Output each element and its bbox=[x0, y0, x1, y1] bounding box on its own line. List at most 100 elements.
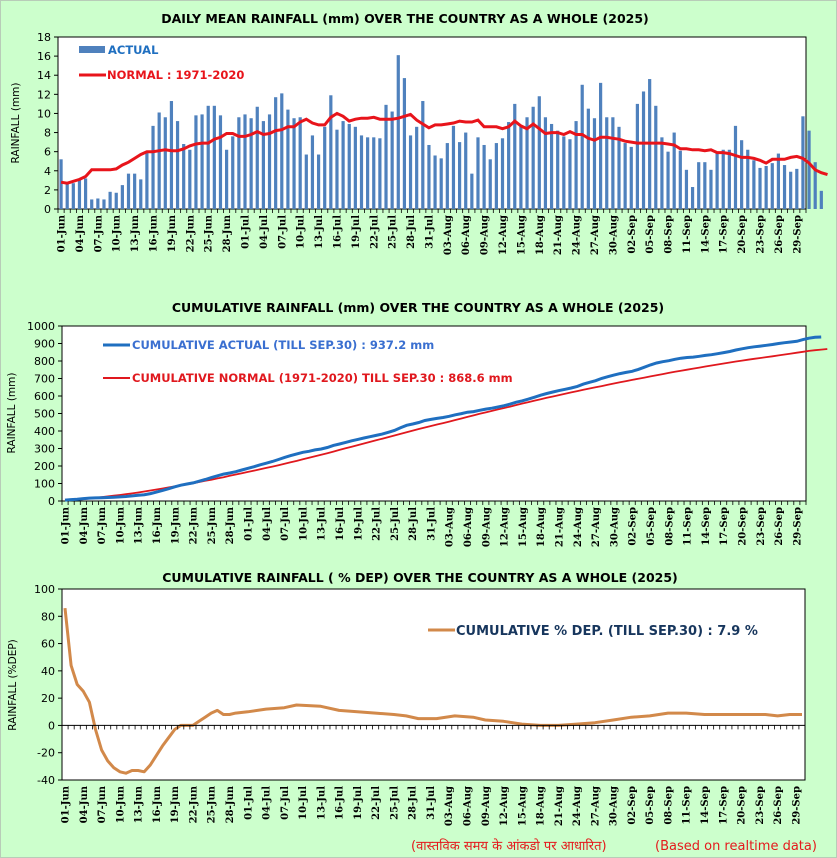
x-tick-label: 13-Jul bbox=[316, 786, 327, 820]
actual-bar bbox=[525, 117, 529, 209]
actual-bar bbox=[83, 178, 88, 209]
x-tick-label: 29-Sep bbox=[792, 215, 803, 254]
x-tick-label: 25-Jun bbox=[204, 214, 215, 252]
x-tick-label: 01-Jul bbox=[241, 215, 252, 249]
actual-bar bbox=[200, 114, 204, 209]
actual-bar bbox=[764, 166, 768, 209]
actual-bar bbox=[611, 117, 615, 209]
x-tick-label: 02-Sep bbox=[628, 507, 639, 546]
actual-bar bbox=[439, 158, 443, 209]
x-tick-label: 08-Sep bbox=[664, 215, 675, 254]
actual-bar bbox=[684, 169, 689, 209]
actual-bar bbox=[145, 151, 149, 209]
x-tick-label: 21-Aug bbox=[555, 507, 566, 547]
legend-cum-normal-label: CUMULATIVE NORMAL (1971-2020) TILL SEP.3… bbox=[132, 371, 513, 385]
actual-bar bbox=[90, 199, 94, 209]
x-tick-label: 11-Sep bbox=[682, 786, 693, 825]
actual-bar bbox=[782, 165, 787, 209]
x-tick-label: 28-Jun bbox=[222, 214, 233, 252]
y-tick-label: 100 bbox=[34, 478, 55, 491]
chart2-y-label: RAINFALL (mm) bbox=[6, 373, 18, 454]
x-tick-label: 30-Aug bbox=[608, 215, 619, 255]
x-tick-label: 26-Sep bbox=[774, 215, 785, 254]
x-tick-label: 19-Jul bbox=[353, 507, 364, 541]
x-tick-label: 02-Sep bbox=[627, 215, 638, 254]
x-tick-label: 27-Aug bbox=[590, 215, 601, 255]
actual-bar bbox=[586, 108, 590, 209]
actual-bar bbox=[654, 105, 658, 209]
actual-bar bbox=[157, 112, 161, 209]
x-tick-label: 18-Aug bbox=[535, 215, 546, 255]
x-tick-label: 07-Jun bbox=[97, 785, 108, 823]
actual-bar bbox=[500, 138, 505, 209]
actual-bar bbox=[537, 96, 541, 209]
actual-bar bbox=[292, 118, 296, 209]
x-tick-label: 05-Sep bbox=[645, 786, 656, 825]
actual-bar bbox=[488, 159, 492, 209]
chart3-title: CUMULATIVE RAINFALL ( % DEP) OVER THE CO… bbox=[162, 570, 678, 585]
actual-bar bbox=[795, 168, 799, 209]
x-tick-label: 28-Jun bbox=[225, 785, 236, 823]
actual-bar bbox=[482, 144, 486, 209]
y-tick-label: 14 bbox=[37, 69, 51, 82]
x-tick-label: 29-Sep bbox=[792, 507, 803, 546]
x-tick-label: 11-Sep bbox=[682, 215, 693, 254]
actual-bar bbox=[789, 171, 793, 209]
x-tick-label: 25-Jul bbox=[389, 786, 400, 820]
actual-bar bbox=[445, 143, 449, 209]
x-tick-label: 03-Aug bbox=[444, 786, 455, 826]
y-tick-label: 1000 bbox=[27, 320, 55, 333]
actual-bar bbox=[359, 135, 364, 209]
x-tick-label: 24-Aug bbox=[572, 786, 583, 826]
actual-bar bbox=[580, 84, 584, 209]
x-tick-label: 09-Aug bbox=[481, 786, 492, 826]
chart3-y-label: RAINFALL (%DEP) bbox=[7, 639, 19, 731]
x-tick-label: 25-Jul bbox=[388, 215, 399, 249]
chart2-plot-area bbox=[61, 325, 807, 502]
daily-rainfall-chart: DAILY MEAN RAINFALL (mm) OVER THE COUNTR… bbox=[10, 11, 828, 255]
x-tick-label: 03-Aug bbox=[443, 215, 454, 255]
actual-bar bbox=[599, 82, 603, 209]
chart2-actual-line bbox=[64, 335, 822, 502]
x-tick-label: 25-Jun bbox=[207, 785, 218, 823]
legend-normal-label: NORMAL : 1971-2020 bbox=[107, 68, 244, 82]
x-tick-label: 15-Aug bbox=[516, 215, 527, 255]
y-tick-label: 80 bbox=[41, 610, 55, 623]
chart1-x-ticks: 01-Jun 04-Jun 07-Jun 10-Jun 13-Jun 16-Jun 19-J… bbox=[57, 209, 807, 255]
y-tick-label: 18 bbox=[37, 31, 51, 44]
x-tick-label: 30-Aug bbox=[609, 507, 620, 547]
actual-bar bbox=[752, 160, 756, 209]
x-tick-label: 04-Jun bbox=[75, 214, 86, 252]
x-tick-label: 30-Aug bbox=[609, 786, 620, 826]
x-tick-label: 01-Jul bbox=[244, 507, 255, 541]
x-tick-label: 18-Aug bbox=[536, 786, 547, 826]
x-tick-label: 07-Jul bbox=[277, 215, 288, 249]
actual-bar bbox=[635, 103, 639, 209]
y-tick-label: 900 bbox=[34, 338, 55, 351]
actual-bar bbox=[175, 121, 180, 209]
x-tick-label: 10-Jul bbox=[296, 215, 307, 249]
x-tick-label: 23-Sep bbox=[756, 507, 767, 546]
actual-bar bbox=[298, 117, 302, 209]
x-tick-label: 25-Jul bbox=[390, 507, 401, 541]
x-tick-label: 11-Sep bbox=[683, 507, 694, 546]
actual-bar bbox=[243, 114, 247, 209]
actual-bar bbox=[206, 105, 210, 209]
x-tick-label: 17-Sep bbox=[719, 215, 730, 254]
actual-bar bbox=[721, 149, 725, 209]
x-tick-label: 09-Aug bbox=[480, 215, 491, 255]
x-tick-label: 19-Jun bbox=[170, 506, 181, 544]
actual-bar bbox=[433, 155, 437, 209]
actual-bar bbox=[212, 105, 216, 209]
actual-bar bbox=[163, 117, 167, 209]
legend-actual-swatch bbox=[79, 46, 105, 53]
y-tick-label: 8 bbox=[44, 127, 51, 140]
actual-bar bbox=[605, 117, 609, 209]
x-tick-label: 01-Jul bbox=[243, 786, 254, 820]
x-tick-label: 10-Jun bbox=[115, 785, 126, 823]
x-tick-label: 17-Sep bbox=[718, 786, 729, 825]
x-tick-label: 04-Jun bbox=[79, 506, 90, 544]
x-tick-label: 14-Sep bbox=[700, 786, 711, 825]
x-tick-label: 28-Jul bbox=[406, 215, 417, 249]
x-tick-label: 16-Jul bbox=[332, 215, 343, 249]
